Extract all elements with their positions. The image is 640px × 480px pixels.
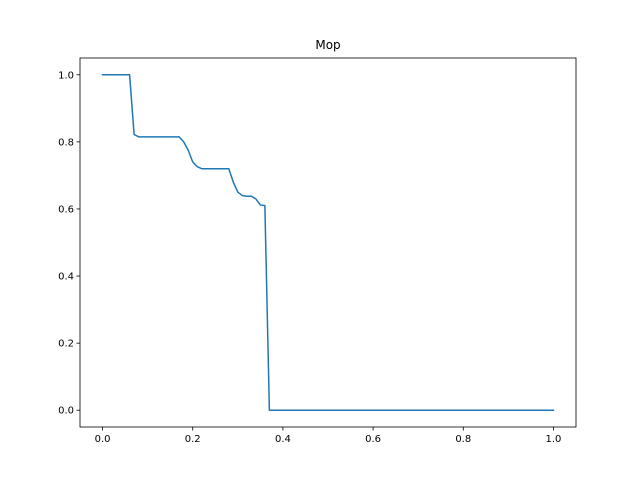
y-tick-label: 0.2 — [58, 339, 74, 350]
y-tick-label: 0.8 — [58, 137, 74, 148]
plot-background — [80, 58, 576, 427]
x-tick-label: 0.2 — [185, 434, 201, 445]
x-tick-label: 0.4 — [275, 434, 291, 445]
x-tick-label: 1.0 — [546, 434, 562, 445]
y-tick-label: 0.4 — [58, 272, 74, 283]
axes-frame — [79, 57, 577, 428]
x-tick-label: 0.6 — [365, 434, 381, 445]
y-tick-label: 0.0 — [58, 406, 74, 417]
x-tick-label: 0.8 — [455, 434, 471, 445]
y-tick-label: 0.6 — [58, 204, 74, 215]
x-tick-label: 0.0 — [95, 434, 111, 445]
series-layer — [101, 74, 555, 411]
series-line-0 — [101, 74, 555, 411]
chart-title: Mop — [315, 38, 340, 52]
plot-area — [79, 57, 577, 428]
y-axis: 0.0 0.2 0.4 0.6 0.8 1.0 — [58, 70, 80, 417]
x-axis: 0.0 0.2 0.4 0.6 0.8 1.0 — [95, 427, 562, 445]
y-tick-label: 1.0 — [58, 70, 74, 81]
